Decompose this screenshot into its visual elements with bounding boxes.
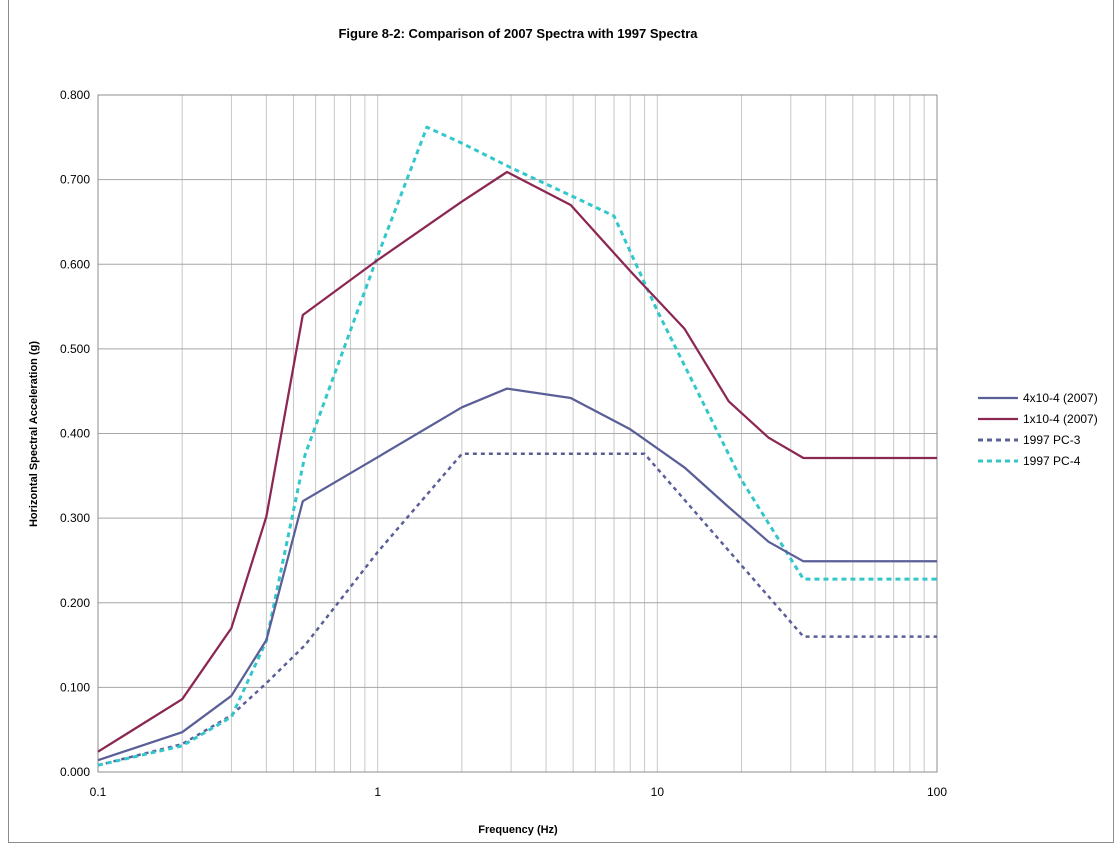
- x-tick-label: 0.1: [90, 785, 107, 799]
- series-line-1: [97, 170, 937, 753]
- y-tick-label: 0.100: [60, 680, 90, 694]
- y-tick-label: 0.300: [60, 511, 90, 525]
- grid-layer: [97, 94, 938, 773]
- y-tick-label: 0.800: [60, 88, 90, 102]
- series-layer: [97, 125, 937, 767]
- y-tick-label: 0.600: [60, 257, 90, 271]
- y-tick-label: 0.000: [60, 765, 90, 779]
- legend-label: 1997 PC-4: [1023, 454, 1081, 468]
- y-tick-label: 0.400: [60, 427, 90, 441]
- legend-label: 1x10-4 (2007): [1023, 412, 1098, 426]
- legend-label: 4x10-4 (2007): [1023, 391, 1098, 405]
- x-axis-title: Frequency (Hz): [478, 824, 558, 836]
- y-axis-title: Horizontal Spectral Acceleration (g): [28, 341, 40, 527]
- x-tick-label: 100: [927, 785, 947, 799]
- x-tick-label: 10: [651, 785, 665, 799]
- chart-title: Figure 8-2: Comparison of 2007 Spectra w…: [338, 26, 698, 41]
- series-line-2: [97, 452, 937, 767]
- legend-label: 1997 PC-3: [1023, 433, 1081, 447]
- y-tick-label: 0.700: [60, 173, 90, 187]
- series-line-3: [97, 125, 937, 767]
- y-tick-label: 0.200: [60, 596, 90, 610]
- tick-layer: 0.000 0.100 0.200 0.300 0.400 0.500 0.600 0.700…: [60, 88, 947, 799]
- x-tick-label: 1: [374, 785, 381, 799]
- series-line-0: [97, 387, 937, 762]
- plot-border: [97, 94, 938, 773]
- legend: 4x10-4 (2007) 1x10-4 (2007) 1997 PC-3 1997 …: [978, 391, 1098, 468]
- y-tick-label: 0.500: [60, 342, 90, 356]
